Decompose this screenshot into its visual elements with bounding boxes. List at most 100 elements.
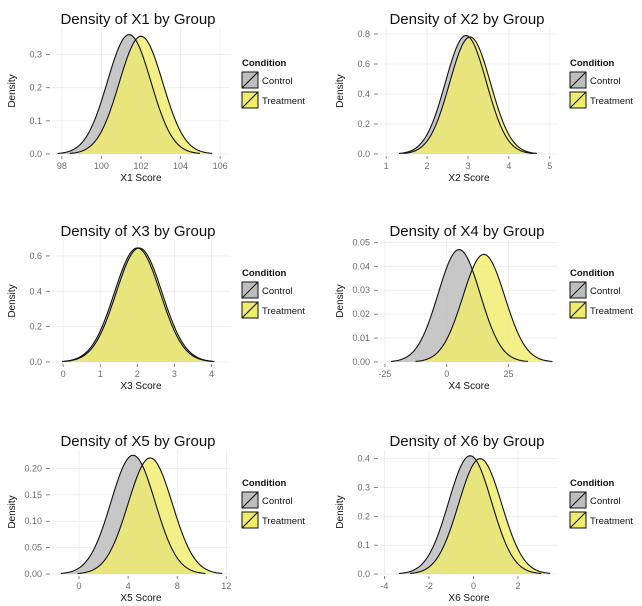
density-panel-6: 0.0 0.1 0.2 0.3 0.4 -4 -2 0 2 X6 Score Density Dens… <box>335 433 633 604</box>
y-axis-label: Density <box>335 74 346 107</box>
legend: Condition Control Treatment <box>569 268 633 319</box>
legend: Condition Control Treatment <box>569 478 633 529</box>
legend-label-control: Control <box>262 76 293 87</box>
x-axis-label: X6 Score <box>448 593 490 604</box>
y-tick-label: 0.02 <box>352 309 370 319</box>
y-tick-label: 0.1 <box>29 116 42 126</box>
y-axis-label: Density <box>335 495 346 528</box>
density-outline-control <box>391 249 529 363</box>
legend-title: Condition <box>570 58 615 69</box>
x-tick-label: 2 <box>425 161 430 171</box>
density-panel-1: 0.0 0.1 0.2 0.3 98 100 102 104 106 X1 Score Densit… <box>7 11 305 184</box>
density-panel-5: 0.00 0.05 0.10 0.15 0.20 0 4 8 12 X5 Score Density… <box>7 433 305 604</box>
legend-key-slash <box>569 301 587 319</box>
legend-title: Condition <box>242 268 287 279</box>
legend-label-treatment: Treatment <box>590 96 633 107</box>
legend-key-slash <box>569 491 587 509</box>
legend-key-slash <box>241 301 259 319</box>
x-tick-label: 2 <box>515 581 520 591</box>
y-tick-label: 0.00 <box>352 357 370 367</box>
legend-label-control: Control <box>262 286 293 297</box>
y-tick-label: 0.6 <box>29 251 42 261</box>
x-tick-label: 12 <box>221 581 231 591</box>
y-tick-label: 0.0 <box>29 149 42 159</box>
x-tick-label: 4 <box>506 161 511 171</box>
y-tick-label: 0.4 <box>29 286 42 296</box>
density-area-treatment <box>64 247 215 362</box>
x-tick-label: 4 <box>209 369 214 379</box>
x-tick-label: 2 <box>135 369 140 379</box>
density-outline-treatment <box>64 247 215 363</box>
y-axis-label: Density <box>7 495 18 528</box>
x-tick-label: 1 <box>98 369 103 379</box>
legend-label-treatment: Treatment <box>590 306 633 317</box>
x-axis-label: X4 Score <box>448 381 490 392</box>
chart-title: Density of X4 by Group <box>389 223 544 240</box>
y-tick-label: 0.4 <box>357 89 370 99</box>
legend-key-slash <box>241 281 259 299</box>
x-tick-label: 0 <box>61 369 66 379</box>
legend: Condition Control Treatment <box>569 58 633 109</box>
density-panel-3: 0.0 0.2 0.4 0.6 0 1 2 3 4 X3 Score Density Density … <box>7 223 305 392</box>
y-tick-label: 0.03 <box>352 285 370 295</box>
x-tick-label: -25 <box>378 369 391 379</box>
density-outline-control <box>57 34 201 155</box>
legend-label-control: Control <box>590 286 621 297</box>
x-tick-label: -2 <box>425 581 433 591</box>
y-tick-label: 0.0 <box>357 569 370 579</box>
y-tick-label: 0.3 <box>357 482 370 492</box>
legend-key-slash <box>241 491 259 509</box>
legend-title: Condition <box>570 478 615 489</box>
x-tick-label: 3 <box>465 161 470 171</box>
x-tick-label: 8 <box>175 581 180 591</box>
density-area-treatment <box>69 36 213 154</box>
legend: Condition Control Treatment <box>241 58 305 109</box>
x-tick-label: 5 <box>547 161 552 171</box>
density-panel-2: 0.0 0.2 0.4 0.6 0.8 1 2 3 4 5 X2 Score Density Densi… <box>335 11 633 184</box>
x-tick-label: 104 <box>173 161 188 171</box>
y-axis-label: Density <box>335 284 346 317</box>
x-tick-label: 100 <box>94 161 109 171</box>
y-tick-label: 0.05 <box>24 543 42 553</box>
x-tick-label: 1 <box>384 161 389 171</box>
y-tick-label: 0.1 <box>357 540 370 550</box>
legend-label-control: Control <box>590 496 621 507</box>
y-tick-label: 0.0 <box>357 149 370 159</box>
density-outline-treatment <box>69 35 213 154</box>
x-tick-label: 102 <box>133 161 148 171</box>
y-tick-label: 0.4 <box>357 454 370 464</box>
x-tick-label: -4 <box>380 581 388 591</box>
y-tick-label: 0.2 <box>29 322 42 332</box>
chart-title: Density of X6 by Group <box>389 433 544 450</box>
legend-title: Condition <box>242 58 287 69</box>
legend-label-treatment: Treatment <box>590 516 633 527</box>
x-tick-label: 25 <box>504 369 514 379</box>
x-axis-label: X3 Score <box>120 381 162 392</box>
y-tick-label: 0.0 <box>29 357 42 367</box>
density-panel-4: 0.00 0.01 0.02 0.03 0.04 0.05 -25 0 25 X4 Score De… <box>335 223 633 392</box>
density-area-treatment <box>410 458 551 574</box>
legend: Condition Control Treatment <box>241 478 305 529</box>
x-tick-label: 0 <box>444 369 449 379</box>
legend-key-slash <box>569 71 587 89</box>
y-tick-label: 0.00 <box>24 569 42 579</box>
y-axis-label: Density <box>7 74 18 107</box>
x-axis-label: X2 Score <box>448 173 490 184</box>
x-tick-label: 0 <box>76 581 81 591</box>
x-axis-label: X5 Score <box>120 593 162 604</box>
legend-label-treatment: Treatment <box>262 96 305 107</box>
legend-key-slash <box>241 511 259 529</box>
y-tick-label: 0.3 <box>29 50 42 60</box>
x-tick-label: 4 <box>126 581 131 591</box>
y-axis-label: Density <box>7 284 18 317</box>
chart-title: Density of X5 by Group <box>60 433 215 450</box>
density-outline-control <box>398 34 534 155</box>
legend-key-slash <box>569 281 587 299</box>
y-tick-label: 0.6 <box>357 59 370 69</box>
chart-title: Density of X1 by Group <box>60 11 215 28</box>
legend-label-treatment: Treatment <box>262 516 305 527</box>
x-tick-label: 106 <box>213 161 228 171</box>
y-tick-label: 0.20 <box>24 463 42 473</box>
legend-label-control: Control <box>262 496 293 507</box>
